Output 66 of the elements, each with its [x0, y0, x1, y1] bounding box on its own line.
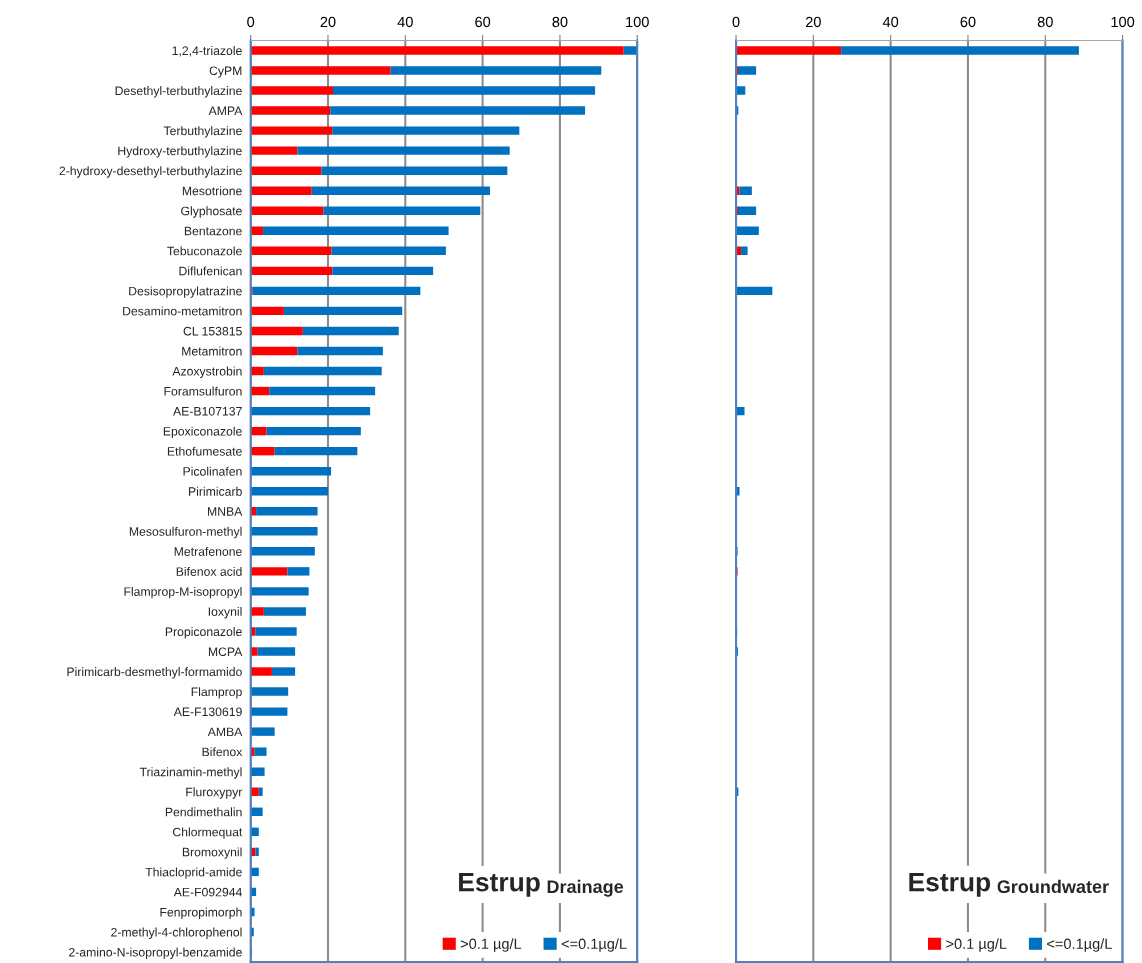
y-tick-label: Azoxystrobin [172, 366, 242, 378]
text: Drainage [547, 879, 624, 897]
y-tick-label: Mesosulfuron-methyl [129, 526, 242, 539]
legend-label: <=0.1µg/L [561, 938, 627, 952]
x-tick-label: 40 [882, 16, 899, 28]
y-tick-label: CL 153815 [183, 326, 242, 336]
y-tick-label: Flamprop [191, 687, 242, 699]
y-tick-label: Glyphosate [181, 206, 242, 218]
y-tick-label: Metamitron [182, 346, 242, 356]
y-tick-label: Picolinafen [183, 466, 242, 476]
y-tick-label: AE-B107137 [173, 406, 242, 416]
y-tick-label: Metrafenone [174, 546, 242, 556]
x-tick-label: 0 [247, 16, 255, 28]
y-tick-label: Ioxynil [208, 607, 242, 619]
y-tick-label: Pendimethalin [165, 807, 242, 817]
text: Estrup [459, 873, 540, 897]
y-tick-label: Fluroxypyr [186, 787, 243, 799]
y-tick-label: AMBA [207, 727, 243, 737]
x-tick-label: 80 [552, 16, 568, 28]
x-tick-label: 80 [1037, 16, 1053, 28]
y-tick-label: Flamprop-M-isopropyl [124, 586, 242, 599]
y-tick-label: CyPM [209, 66, 242, 78]
x-tick-label: 0 [732, 16, 740, 28]
y-tick-label: Diflufenican [179, 266, 242, 276]
y-tick-label: Foramsulfuron [164, 386, 242, 396]
y-tick-label: Mesotrione [182, 186, 242, 196]
y-tick-label: Chlormequat [172, 827, 243, 839]
y-tick-label: Pirimicarb [189, 486, 242, 496]
y-tick-label: 2-methyl-4-chlorophenol [111, 927, 242, 939]
y-tick-label: Desamino-metamitron [123, 306, 242, 316]
y-tick-label: Tebuconazole [167, 246, 242, 256]
y-tick-label: Bifenox [202, 747, 243, 757]
y-tick-label: AMPA [208, 106, 243, 115]
y-tick-label: Pirimicarb-desmethyl-formamido [67, 667, 242, 679]
legend-label: <=0.1µg/L [1047, 938, 1112, 952]
y-tick-label: AE-F130619 [173, 707, 242, 717]
text: Estrup [909, 873, 991, 897]
x-tick-label: 60 [960, 16, 976, 28]
x-tick-label: 60 [475, 16, 491, 28]
y-tick-label: Propiconazole [165, 627, 242, 639]
x-tick-label: 40 [397, 16, 413, 28]
text: Groundwater [997, 879, 1109, 894]
x-tick-label: 100 [1111, 16, 1135, 28]
y-tick-label: AE-F092944 [173, 887, 242, 897]
y-tick-label: Epoxiconazole [163, 426, 242, 439]
y-tick-label: 2-hydroxy-desethyl-terbuthylazine [59, 166, 242, 178]
y-tick-label: Triazinamin-methyl [139, 767, 242, 779]
legend-label: >0.1 µg/L [460, 938, 522, 952]
y-tick-label: Terbuthylazine [163, 126, 242, 138]
x-tick-label: 100 [626, 16, 649, 28]
y-tick-label: Fenpropimorph [160, 907, 242, 919]
y-tick-label: Thiacloprid-amide [145, 867, 242, 879]
y-tick-label: Ethofumesate [167, 446, 242, 456]
x-tick-label: 20 [805, 16, 821, 28]
y-tick-label: MCPA [208, 647, 243, 657]
x-tick-label: 20 [320, 16, 336, 28]
y-tick-label: Bentazone [184, 226, 242, 236]
y-tick-label: Bifenox acid [176, 566, 242, 576]
y-tick-label: 2-amino-N-isopropyl-benzamide [69, 947, 242, 959]
y-tick-label: Desethyl-terbuthylazine [115, 86, 242, 98]
y-tick-label: Desisopropylatrazine [129, 286, 242, 298]
legend-label: >0.1 µg/L [946, 938, 1007, 952]
y-tick-label: Bromoxynil [182, 847, 242, 859]
y-tick-label: MNBA [208, 507, 243, 516]
y-tick-label: 1,2,4-triazole [172, 46, 242, 57]
y-tick-label: Hydroxy-terbuthylazine [118, 146, 242, 158]
